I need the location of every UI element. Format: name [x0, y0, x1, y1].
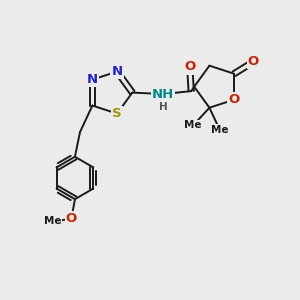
Text: Me: Me: [44, 216, 62, 226]
Text: NH: NH: [152, 88, 174, 100]
Text: O: O: [66, 212, 77, 225]
Text: N: N: [112, 65, 123, 78]
Text: O: O: [229, 93, 240, 106]
Text: S: S: [112, 107, 122, 120]
Text: H: H: [160, 102, 168, 112]
Text: Me: Me: [184, 120, 202, 130]
Text: O: O: [184, 61, 195, 74]
Text: N: N: [87, 73, 98, 86]
Text: Me: Me: [211, 125, 229, 135]
Text: O: O: [248, 56, 259, 68]
